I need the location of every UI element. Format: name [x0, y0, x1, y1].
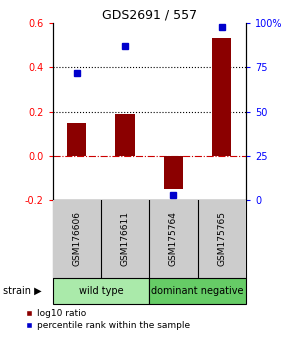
Bar — [116, 114, 135, 156]
Text: GSM176611: GSM176611 — [121, 211, 130, 267]
Text: dominant negative: dominant negative — [152, 286, 244, 296]
Text: GSM175764: GSM175764 — [169, 211, 178, 267]
Legend: log10 ratio, percentile rank within the sample: log10 ratio, percentile rank within the … — [25, 309, 190, 330]
Bar — [52, 278, 149, 304]
Bar — [149, 278, 246, 304]
Bar — [164, 156, 183, 189]
Text: GSM175765: GSM175765 — [217, 211, 226, 267]
Title: GDS2691 / 557: GDS2691 / 557 — [102, 9, 197, 22]
Text: GSM176606: GSM176606 — [72, 211, 81, 267]
Bar — [67, 122, 86, 156]
Text: wild type: wild type — [79, 286, 123, 296]
Text: strain ▶: strain ▶ — [3, 286, 42, 296]
Bar — [212, 39, 232, 156]
